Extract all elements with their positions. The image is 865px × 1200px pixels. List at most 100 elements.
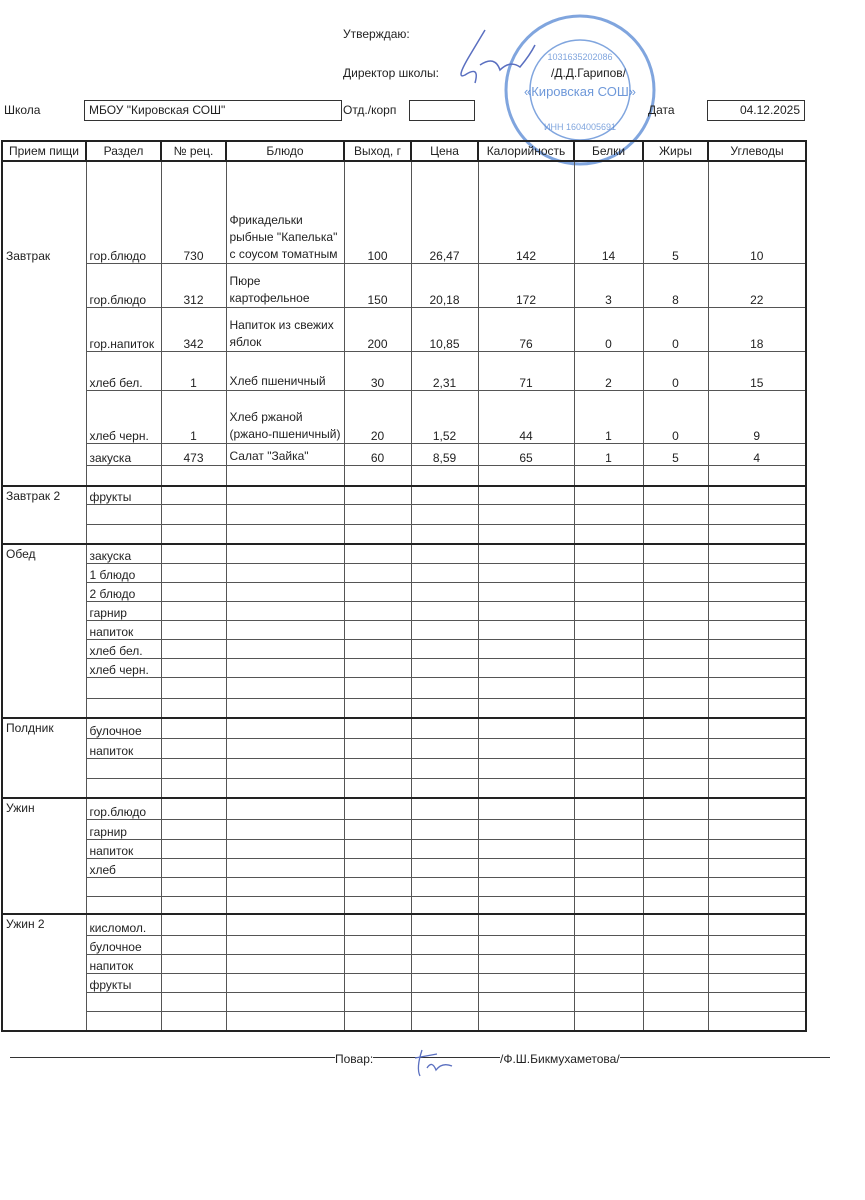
- table-row: [1, 697, 807, 719]
- recipe-number-cell: [160, 991, 227, 1012]
- proteins-cell: [573, 838, 644, 859]
- portion-cell: [343, 972, 412, 993]
- dish-cell: [225, 485, 345, 505]
- price-cell: 2,31: [410, 350, 479, 391]
- fats-cell: [642, 717, 709, 739]
- calories-cell: [477, 895, 575, 915]
- dish-cell: [225, 1010, 345, 1032]
- calories-cell: [477, 676, 575, 699]
- column-header: Белки: [573, 140, 644, 162]
- section-cell: гарнир: [85, 600, 162, 621]
- meal-name: [1, 973, 87, 992]
- recipe-number-cell: [160, 600, 227, 621]
- dish-cell: [225, 913, 345, 936]
- dish-cell: [225, 838, 345, 859]
- calories-cell: 65: [477, 442, 575, 466]
- meal-name: [1, 992, 87, 1011]
- calories-cell: [477, 876, 575, 897]
- table-row: закуска 473 Салат "Зайка" 60 8,59 65 1 5 4: [1, 442, 807, 466]
- calories-cell: [477, 797, 575, 820]
- portion-cell: [343, 581, 412, 602]
- section-cell: [85, 777, 162, 799]
- price-cell: [410, 991, 479, 1012]
- calories-cell: [477, 1010, 575, 1032]
- proteins-cell: [573, 697, 644, 719]
- dish-cell: [225, 953, 345, 974]
- dish-cell: Хлеб пшеничный: [225, 350, 345, 391]
- price-cell: [410, 697, 479, 719]
- carbs-cell: [707, 857, 807, 878]
- section-cell: напиток: [85, 737, 162, 759]
- proteins-cell: [573, 485, 644, 505]
- proteins-cell: [573, 934, 644, 955]
- proteins-cell: [573, 562, 644, 583]
- portion-cell: [343, 777, 412, 799]
- table-row: гарнир: [1, 600, 807, 621]
- meal-name: [1, 738, 87, 758]
- table-row: [1, 895, 807, 915]
- recipe-number-cell: [160, 972, 227, 993]
- column-header: № рец.: [160, 140, 227, 162]
- meal-name: [1, 263, 87, 307]
- meal-name: [1, 758, 87, 778]
- section-cell: булочное: [85, 934, 162, 955]
- meal-name: [1, 307, 87, 351]
- dish-cell: [225, 657, 345, 678]
- school-field[interactable]: МБОУ "Кировская СОШ": [84, 100, 342, 121]
- meal-name: Полдник: [1, 717, 87, 738]
- dish-cell: Салат "Зайка": [225, 442, 345, 466]
- recipe-number-cell: [160, 895, 227, 915]
- meal-name: [1, 390, 87, 443]
- dish-cell: [225, 876, 345, 897]
- price-cell: [410, 543, 479, 564]
- portion-cell: [343, 895, 412, 915]
- table-row: [1, 676, 807, 699]
- fats-cell: [642, 676, 709, 699]
- recipe-number-cell: [160, 717, 227, 739]
- recipe-number-cell: [160, 485, 227, 505]
- recipe-number-cell: [160, 1010, 227, 1032]
- carbs-cell: [707, 876, 807, 897]
- section-cell: 1 блюдо: [85, 562, 162, 583]
- proteins-cell: [573, 638, 644, 659]
- recipe-number-cell: 1: [160, 350, 227, 391]
- carbs-cell: [707, 777, 807, 799]
- meal-name: Завтрак 2: [1, 485, 87, 504]
- dish-cell: [225, 818, 345, 840]
- table-row: фрукты: [1, 972, 807, 993]
- recipe-number-cell: [160, 777, 227, 799]
- calories-cell: [477, 600, 575, 621]
- meal-name: [1, 524, 87, 545]
- dish-cell: [225, 600, 345, 621]
- calories-cell: [477, 972, 575, 993]
- portion-cell: 100: [343, 160, 412, 264]
- dish-cell: [225, 895, 345, 915]
- dish-cell: [225, 503, 345, 525]
- portion-cell: [343, 543, 412, 564]
- price-cell: [410, 581, 479, 602]
- section-cell: гор.напиток: [85, 306, 162, 352]
- meal-name: [1, 601, 87, 620]
- date-field[interactable]: 04.12.2025: [707, 100, 805, 121]
- dept-field[interactable]: [409, 100, 475, 121]
- section-cell: хлеб черн.: [85, 657, 162, 678]
- proteins-cell: [573, 503, 644, 525]
- price-cell: [410, 818, 479, 840]
- recipe-number-cell: [160, 818, 227, 840]
- portion-cell: [343, 485, 412, 505]
- carbs-cell: [707, 818, 807, 840]
- fats-cell: [642, 876, 709, 897]
- fats-cell: [642, 797, 709, 820]
- fats-cell: 0: [642, 306, 709, 352]
- portion-cell: [343, 818, 412, 840]
- recipe-number-cell: [160, 638, 227, 659]
- carbs-cell: [707, 991, 807, 1012]
- fats-cell: [642, 972, 709, 993]
- table-row: Завтрак 2 фрукты: [1, 485, 807, 505]
- meal-name: Завтрак: [1, 160, 87, 263]
- recipe-number-cell: [160, 838, 227, 859]
- portion-cell: [343, 934, 412, 955]
- calories-cell: 172: [477, 262, 575, 308]
- price-cell: [410, 464, 479, 487]
- proteins-cell: 1: [573, 389, 644, 444]
